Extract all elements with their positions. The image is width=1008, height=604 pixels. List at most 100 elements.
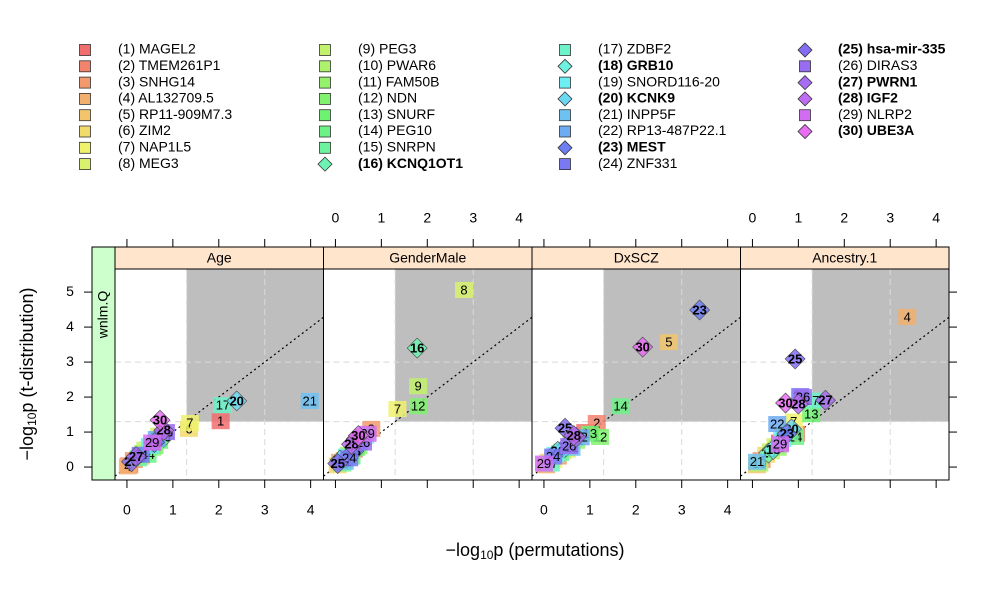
point-marker (898, 308, 917, 325)
legend-label: (20) KCNK9 (598, 90, 675, 106)
point-label: 20 (229, 393, 243, 408)
point: 20 (226, 390, 248, 412)
y-tick-label: 2 (66, 388, 74, 404)
point-label: 17 (216, 398, 230, 413)
panel-strip-label: Age (207, 250, 232, 266)
point-label: 29 (537, 456, 551, 471)
identity-line (323, 316, 532, 477)
legend-label: (11) FAM50B (358, 73, 439, 89)
point-label: 13 (804, 407, 818, 422)
legend-marker (319, 76, 331, 89)
x-tick-label: 1 (377, 210, 385, 226)
legend-marker (797, 123, 813, 140)
panel: 1234567891011121314151617181920212223242… (115, 269, 324, 480)
point-marker (226, 390, 248, 412)
legend-marker (797, 42, 813, 58)
point: 9 (409, 378, 428, 395)
point-marker (815, 389, 836, 411)
legend-marker (319, 93, 331, 105)
x-tick-label: 2 (215, 502, 223, 518)
point-label: 28 (567, 428, 581, 443)
point-label: 21 (302, 393, 316, 408)
legend-marker (797, 91, 813, 107)
point: 21 (300, 392, 319, 409)
legend-marker (799, 109, 811, 122)
legend-label: (9) PEG3 (358, 41, 417, 57)
point-label: 12 (411, 399, 425, 414)
x-tick-label: 2 (632, 502, 640, 518)
point: 30 (775, 392, 796, 414)
legend-marker (319, 109, 331, 122)
legend-label: (17) ZDBF2 (598, 41, 671, 57)
legend-label: (12) NDN (358, 90, 417, 106)
significance-region (186, 269, 324, 422)
point-label: 30 (351, 428, 365, 443)
point: 25 (327, 453, 349, 474)
legend-marker (79, 60, 91, 73)
legend-label: (16) KCNQ1OT1 (358, 155, 463, 171)
point: 4 (898, 308, 917, 325)
legend-label: (3) SNHG14 (118, 73, 195, 89)
identity-line (532, 316, 741, 477)
significance-region (812, 269, 949, 422)
point-label: 14 (613, 399, 627, 414)
y-label-pre: −log (17, 426, 37, 461)
point-marker (347, 425, 369, 446)
legend-label: (27) PWRN1 (838, 73, 918, 89)
x-tick-label: 4 (724, 502, 732, 518)
point: 16 (406, 337, 428, 359)
point-label: 27 (818, 393, 832, 408)
y-tick-label: 3 (66, 353, 74, 369)
point-label: 5 (665, 335, 672, 350)
x-tick-label: 4 (307, 502, 315, 518)
point: 27 (815, 389, 836, 411)
point: 23 (689, 299, 711, 321)
point: 8 (455, 281, 474, 298)
x-tick-label: 1 (586, 502, 594, 518)
legend-marker (319, 44, 331, 56)
legend-label: (24) ZNF331 (598, 155, 678, 171)
point-marker (180, 414, 199, 431)
legend-label: (8) MEG3 (118, 155, 179, 171)
row-strip-label: wnlm.Q (95, 291, 111, 340)
point: 29 (143, 434, 162, 451)
point: 25 (784, 348, 806, 370)
identity-line (740, 316, 949, 477)
point: 30 (632, 336, 654, 358)
point-label: 23 (692, 302, 706, 317)
point: 23 (776, 423, 798, 445)
point-marker (632, 336, 654, 358)
point: 12 (409, 398, 428, 415)
legend-marker (319, 60, 331, 73)
legend-marker (557, 58, 573, 74)
point-label: 1 (217, 414, 224, 429)
legend-label: (19) SNORD116-20 (598, 73, 720, 89)
point-label: 29 (145, 435, 159, 450)
point: 29 (770, 436, 789, 453)
legend-marker (79, 158, 91, 171)
legend-label: (10) PWAR6 (358, 57, 436, 73)
legend-label: (5) RP11-909M7.3 (118, 106, 232, 122)
legend-label: (28) IGF2 (838, 90, 898, 106)
legend-marker (559, 125, 571, 138)
y-tick-label: 5 (66, 283, 74, 299)
legend-marker (559, 109, 571, 122)
legend-label: (13) SNURF (358, 106, 435, 122)
legend-label: (15) SNRPN (358, 139, 436, 155)
point: 29 (534, 455, 553, 472)
x-tick-label: 2 (840, 210, 848, 226)
x-tick-label: 0 (123, 502, 131, 518)
panel-strip-label: GenderMale (389, 250, 466, 266)
legend-marker (797, 75, 813, 91)
legend-label: (6) ZIM2 (118, 122, 171, 138)
point-marker (784, 348, 806, 370)
x-tick-label: 3 (678, 502, 686, 518)
point: 27 (125, 446, 147, 467)
legend-label: (30) UBE3A (838, 122, 914, 138)
point-label: 16 (410, 341, 424, 356)
legend-label: (18) GRB10 (598, 57, 674, 73)
point-marker (409, 378, 428, 395)
legend-marker (317, 156, 333, 172)
x-label-pre: −log (446, 540, 481, 560)
point-marker (534, 455, 553, 472)
